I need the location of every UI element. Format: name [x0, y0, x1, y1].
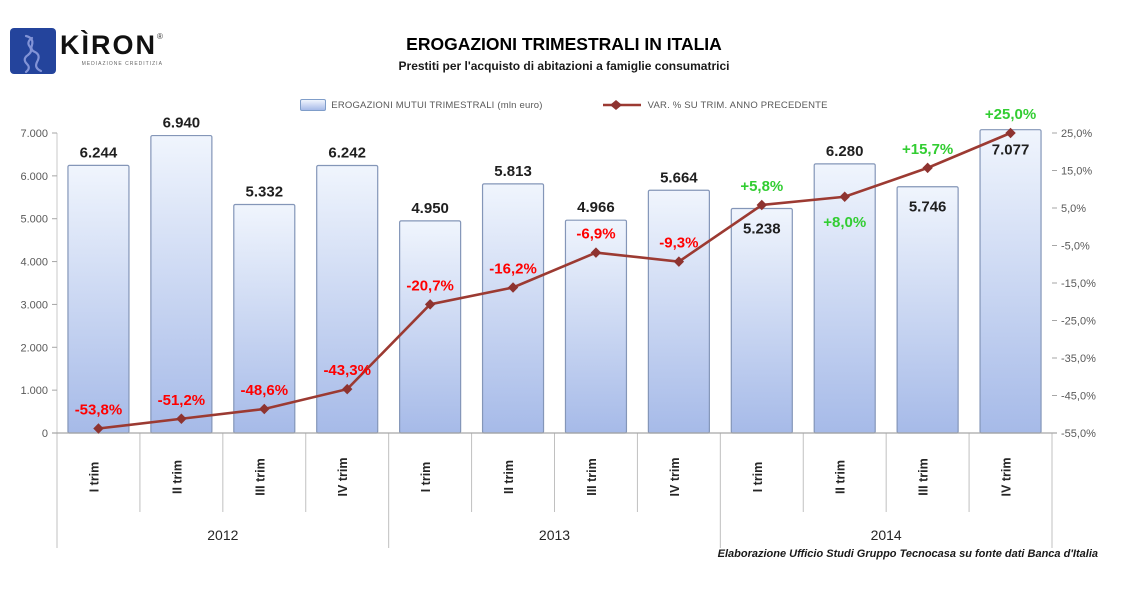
kiron-logo-text: KÌRON® MEDIAZIONE CREDITIZIA	[60, 28, 163, 68]
line-point-marker	[93, 423, 104, 434]
variation-pct-label: -48,6%	[241, 382, 289, 399]
right-axis-tick-label: 25,0%	[1061, 128, 1092, 140]
right-axis-tick-label: -5,0%	[1061, 241, 1090, 253]
line-point-marker	[839, 191, 850, 202]
bar-value-label: 5.664	[660, 169, 698, 186]
right-axis-tick-label: -45,0%	[1061, 391, 1096, 403]
left-axis-tick-label: 1.000	[20, 385, 48, 397]
right-axis-tick-label: -55,0%	[1061, 428, 1096, 440]
quarter-label: IV trim	[668, 458, 682, 497]
line-point-marker	[756, 199, 767, 211]
quarter-label: I trim	[751, 462, 765, 493]
legend-label-line: VAR. % SU TRIM. ANNO PRECEDENTE	[647, 99, 828, 111]
bar	[150, 134, 213, 434]
bar-value-label: 6.244	[80, 144, 118, 161]
quarter-label: II trim	[170, 460, 184, 494]
left-axis-tick-label: 5.000	[20, 214, 48, 226]
year-label: 2013	[539, 527, 570, 543]
quarter-label: III trim	[917, 458, 931, 496]
bar	[979, 129, 1042, 434]
kiron-logo: KÌRON® MEDIAZIONE CREDITIZIA	[10, 28, 163, 74]
bar	[67, 164, 130, 434]
kiron-brand: KÌRON	[60, 30, 157, 60]
line-point-marker	[424, 299, 436, 310]
bar-value-label: 5.813	[494, 163, 532, 180]
left-axis-tick-label: 0	[42, 428, 48, 440]
quarter-label: I trim	[419, 462, 433, 493]
source-note: Elaborazione Ufficio Studi Gruppo Tecnoc…	[717, 548, 1098, 560]
line-point-marker	[1005, 127, 1016, 139]
kiron-logo-mark	[10, 28, 56, 74]
bar-value-label: 7.077	[992, 142, 1030, 159]
bar-value-label: 6.242	[328, 144, 366, 161]
left-axis-tick-label: 7.000	[20, 128, 48, 140]
variation-pct-label: -9,3%	[659, 235, 698, 252]
variation-pct-label: -6,9%	[576, 226, 615, 243]
bar-value-label: 6.940	[163, 115, 201, 132]
line-point-marker	[590, 247, 602, 258]
bar-value-label: 5.746	[909, 199, 947, 216]
right-axis-tick-label: -25,0%	[1061, 316, 1096, 328]
quarter-label: IV trim	[1000, 458, 1014, 497]
line-marker-icon	[602, 100, 641, 110]
bar-swatch-icon	[300, 99, 327, 111]
right-axis-tick-label: -15,0%	[1061, 278, 1096, 290]
left-axis-tick-label: 6.000	[20, 171, 48, 183]
bar	[647, 189, 710, 434]
bar	[730, 207, 793, 434]
legend-item-bars: EROGAZIONI MUTUI TRIMESTRALI (mln euro)	[300, 99, 542, 111]
year-label: 2012	[207, 527, 238, 543]
kiron-figure-icon	[23, 34, 43, 74]
right-axis-tick-label: 5,0%	[1061, 203, 1086, 215]
variation-pct-label: -51,2%	[158, 392, 206, 409]
left-axis-tick-label: 2.000	[20, 342, 48, 354]
variation-pct-label: -16,2%	[489, 261, 537, 278]
variation-pct-label: +5,8%	[740, 178, 783, 195]
variation-pct-label: +25,0%	[985, 106, 1036, 123]
bar-value-label: 6.280	[826, 143, 864, 160]
quarter-label: III trim	[585, 458, 599, 496]
line-point-marker	[259, 403, 270, 415]
legend-label-bars: EROGAZIONI MUTUI TRIMESTRALI (mln euro)	[331, 99, 543, 111]
line-point-marker	[507, 282, 519, 293]
year-label: 2014	[871, 527, 902, 543]
quarter-label: IV trim	[336, 458, 350, 497]
line-point-marker	[176, 413, 187, 424]
bar	[896, 186, 959, 434]
variation-line	[98, 131, 1012, 430]
legend-item-line: VAR. % SU TRIM. ANNO PRECEDENTE	[601, 99, 828, 111]
line-point-marker	[922, 162, 933, 174]
registered-mark: ®	[157, 32, 163, 41]
kiron-tagline: MEDIAZIONE CREDITIZIA	[81, 61, 163, 67]
quarter-label: II trim	[834, 460, 848, 494]
bar-value-label: 5.332	[246, 183, 284, 200]
quarter-label: III trim	[253, 458, 267, 496]
left-axis-tick-label: 3.000	[20, 299, 48, 311]
right-axis-tick-label: -35,0%	[1061, 353, 1096, 365]
bar-value-label: 5.238	[743, 221, 781, 238]
quarter-label: II trim	[502, 460, 516, 494]
variation-pct-label: -43,3%	[323, 362, 371, 379]
line-point-marker	[342, 383, 353, 395]
bar	[813, 163, 876, 434]
bar	[481, 183, 545, 434]
variation-pct-label: -20,7%	[406, 277, 454, 294]
bar-value-label: 4.966	[577, 199, 615, 216]
variation-pct-label: +8,0%	[823, 214, 866, 231]
line-point-marker	[673, 256, 685, 267]
left-axis-tick-label: 4.000	[20, 257, 48, 269]
right-axis-tick-label: 15,0%	[1061, 166, 1092, 178]
chart-legend: EROGAZIONI MUTUI TRIMESTRALI (mln euro) …	[0, 99, 1128, 111]
bar-value-label: 4.950	[411, 200, 449, 217]
variation-pct-label: -53,8%	[75, 402, 123, 419]
variation-pct-label: +15,7%	[902, 141, 953, 158]
quarter-label: I trim	[87, 462, 101, 493]
